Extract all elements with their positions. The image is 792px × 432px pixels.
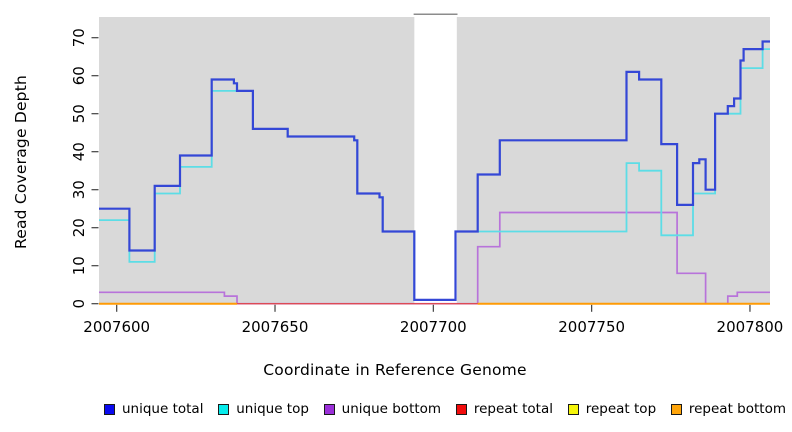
x-tick-label: 2007700 [400,318,467,336]
coverage-plot: 2007600 2007650 2007700 2007750 2007800 0 10 20… [70,13,784,336]
y-axis-title: Read Coverage Depth [12,74,30,250]
legend-swatch-repeat-bottom [670,403,682,415]
legend-swatch-repeat-top [567,403,579,415]
y-tick-label: 60 [70,66,88,85]
y-tick-label: 40 [70,142,88,161]
legend-item-repeat-top: repeat top [567,401,657,417]
legend-item-unique-top: unique top [218,401,309,417]
x-tick-label: 2007650 [242,318,309,336]
legend-swatch-unique-total [104,403,115,415]
series-line-unique-bottom [99,211,770,305]
x-axis-title: Coordinate in Reference Genome [263,361,527,379]
legend: unique total unique top unique bottom repea… [104,398,786,420]
y-tick-label: 20 [70,218,88,237]
legend-swatch-unique-top [218,403,230,415]
x-tick-label: 2007750 [558,318,625,336]
legend-swatch-unique-bottom [323,403,335,415]
legend-swatch-repeat-total [455,403,467,415]
masked-region [414,13,457,305]
legend-label: unique bottom [341,401,442,417]
legend-item-repeat-bottom: repeat bottom [670,401,786,417]
legend-item-unique-bottom: unique bottom [323,401,442,417]
legend-label: unique top [236,401,309,417]
y-tick-label: 30 [70,180,88,199]
y-tick-label: 70 [70,28,88,47]
series-line-unique-total [99,40,770,301]
y-tick-label: 10 [70,256,88,275]
legend-label: repeat top [585,401,657,417]
y-tick-label: 0 [70,299,88,309]
y-tick-label: 50 [70,104,88,123]
legend-label: repeat bottom [688,401,786,417]
legend-item-unique-total: unique total [104,401,203,417]
legend-label: repeat total [473,401,553,417]
x-tick-label: 2007600 [83,318,150,336]
legend-item-repeat-total: repeat total [455,401,553,417]
legend-label: unique total [122,401,204,417]
x-tick-label: 2007800 [717,318,784,336]
